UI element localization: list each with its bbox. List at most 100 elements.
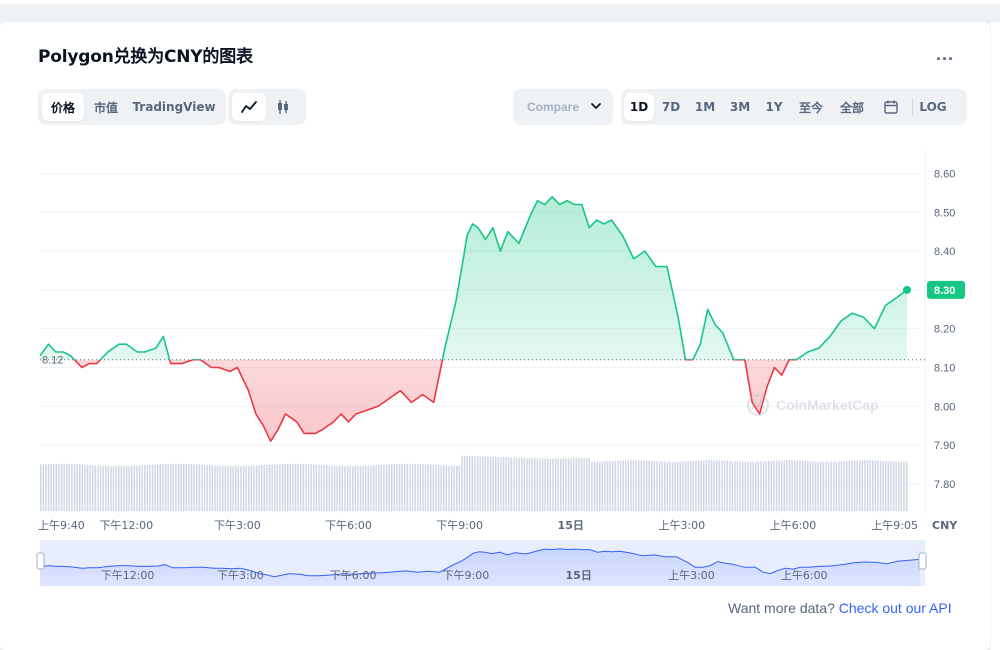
- calendar-icon[interactable]: [872, 93, 910, 121]
- volume-bar: [619, 460, 622, 511]
- volume-bar: [534, 458, 536, 511]
- navigator-handle-right[interactable]: [918, 552, 927, 570]
- volume-bar: [240, 466, 242, 511]
- range-ytd[interactable]: 至今: [798, 100, 823, 115]
- volume-bar: [703, 460, 705, 511]
- volume-bar: [812, 461, 814, 511]
- volume-bar: [419, 463, 422, 511]
- volume-bar: [185, 463, 188, 511]
- volume-bar: [47, 464, 50, 511]
- volume-bar: [674, 461, 676, 511]
- volume-bar: [627, 460, 630, 511]
- page-edge: [990, 22, 1000, 650]
- volume-bar: [744, 461, 747, 511]
- volume-bar: [297, 463, 299, 511]
- volume-bar: [853, 460, 856, 511]
- range-1y[interactable]: 1Y: [765, 100, 783, 114]
- api-link[interactable]: Check out our API: [838, 600, 952, 616]
- volume-bar: [669, 461, 671, 511]
- tab-tradingview[interactable]: TradingView: [132, 100, 216, 114]
- volume-bar: [814, 461, 817, 511]
- volume-bar: [50, 463, 52, 511]
- volume-bar: [105, 465, 107, 511]
- volume-bar: [679, 461, 682, 511]
- navigator-handle-left[interactable]: [36, 552, 45, 570]
- y-tick-label: 8.40: [934, 246, 955, 258]
- x-tick-label: 15日: [558, 519, 584, 532]
- volume-bar: [216, 465, 219, 511]
- volume-bar: [346, 466, 349, 511]
- volume-bars: [40, 455, 908, 511]
- currency-label: CNY: [932, 519, 958, 532]
- y-tick-label: 7.80: [934, 479, 955, 491]
- volume-bar: [398, 463, 401, 511]
- volume-bar: [591, 461, 593, 511]
- volume-bar: [79, 464, 81, 511]
- volume-bar: [528, 458, 531, 511]
- log-scale-button[interactable]: LOG: [919, 100, 947, 114]
- volume-bar: [515, 457, 518, 511]
- volume-bar: [739, 461, 741, 511]
- volume-bar: [437, 464, 440, 511]
- volume-bar: [869, 460, 871, 511]
- volume-bar: [638, 460, 640, 511]
- more-options-icon[interactable]: ...: [936, 44, 955, 64]
- tab-market-cap[interactable]: 市值: [93, 100, 118, 115]
- volume-bar: [284, 463, 286, 511]
- volume-bar: [417, 463, 419, 511]
- volume-bar: [339, 465, 341, 511]
- volume-bar: [851, 460, 853, 511]
- navigator-area: [40, 548, 920, 586]
- x-axis: 上午9:40 下午12:00 下午3:00 下午6:00 下午9:00 15日 上午3:00…: [38, 519, 958, 532]
- volume-bar: [666, 461, 669, 511]
- volume-bar: [315, 464, 318, 511]
- volume-bar: [617, 460, 619, 511]
- navigator-tick-label: 15日: [566, 569, 592, 582]
- range-all[interactable]: 全部: [839, 100, 864, 115]
- volume-bar: [554, 458, 557, 511]
- range-7d[interactable]: 7D: [661, 100, 681, 114]
- volume-bar: [684, 461, 687, 511]
- volume-bar: [206, 465, 208, 511]
- navigator-line: [39, 548, 921, 578]
- volume-bar: [846, 460, 848, 511]
- range-1m[interactable]: 1M: [694, 100, 716, 114]
- x-tick-label: 上午9:40: [38, 519, 85, 532]
- volume-bar: [892, 461, 895, 511]
- candlestick-icon[interactable]: [266, 93, 300, 121]
- volume-bar: [622, 460, 624, 511]
- volume-bar: [159, 464, 162, 511]
- navigator-tick-label: 下午3:00: [217, 569, 264, 582]
- volume-bar: [372, 465, 375, 511]
- tab-price[interactable]: 价格: [42, 93, 84, 121]
- compare-dropdown[interactable]: Compare: [513, 89, 613, 125]
- volume-bar: [578, 458, 580, 511]
- time-range-selector: 1D 7D 1M 3M 1Y 至今 全部 LOG: [621, 89, 967, 125]
- volume-bar: [253, 465, 255, 511]
- line-chart-icon[interactable]: [232, 93, 266, 121]
- volume-bar: [614, 460, 617, 511]
- volume-bar: [336, 465, 338, 511]
- volume-bar: [760, 461, 762, 511]
- volume-bar: [362, 465, 364, 511]
- volume-bar: [887, 461, 890, 511]
- volume-bar: [45, 464, 47, 511]
- range-3m[interactable]: 3M: [729, 100, 751, 114]
- y-axis: 7.807.908.008.108.208.308.408.508.608.30: [927, 169, 965, 491]
- volume-bar: [708, 460, 710, 511]
- range-1d[interactable]: 1D: [624, 93, 654, 121]
- range-navigator[interactable]: 下午12:00 下午3:00 下午6:00 下午9:00 15日 上午3:00 上午6:00: [36, 540, 927, 586]
- volume-bar: [422, 464, 424, 511]
- volume-bar: [536, 458, 539, 511]
- navigator-tick-label: 下午9:00: [443, 569, 490, 582]
- volume-bar: [196, 464, 198, 511]
- volume-bar: [131, 465, 133, 511]
- volume-bar: [807, 461, 809, 511]
- volume-bar: [695, 460, 697, 511]
- volume-bar: [391, 464, 393, 511]
- volume-bar: [385, 464, 388, 511]
- volume-bar: [705, 460, 708, 511]
- volume-bar: [435, 464, 437, 511]
- volume-bar: [495, 456, 497, 511]
